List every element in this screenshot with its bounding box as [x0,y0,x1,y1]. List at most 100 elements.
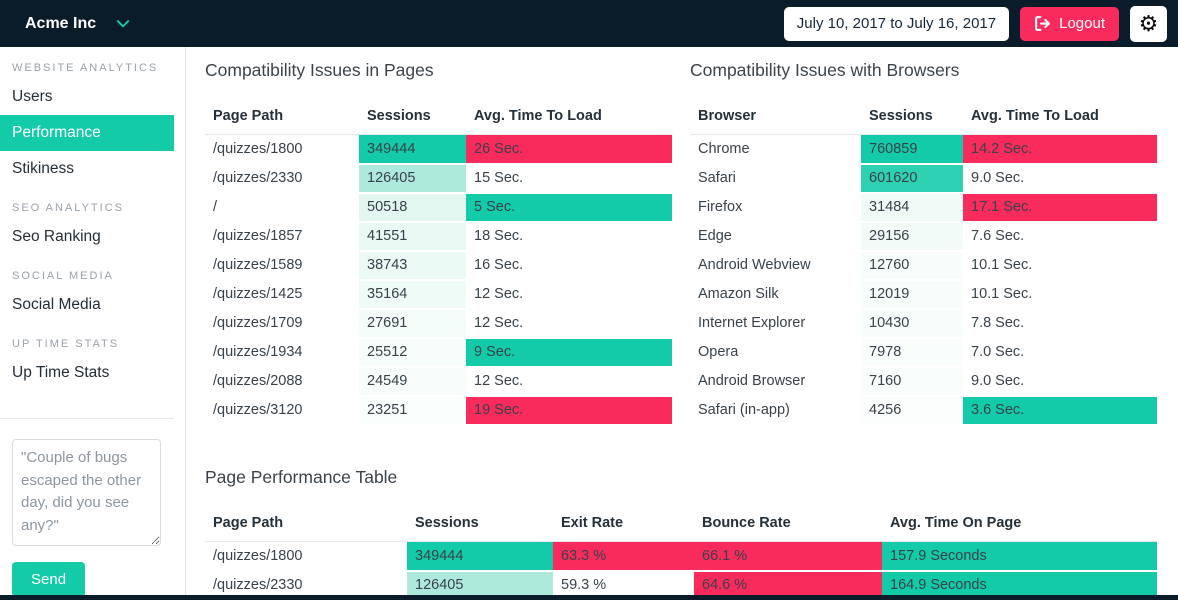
table-cell: 12 Sec. [466,308,672,339]
chevron-down-icon [116,19,130,29]
table-cell: 126405 [407,570,553,595]
table-cell: 7978 [861,337,963,368]
table-row: Chrome 760859 14.2 Sec. [690,134,1157,165]
table-row: Firefox 31484 17.1 Sec. [690,192,1157,223]
table-cell: 4256 [861,395,963,426]
column-header: Bounce Rate [694,509,882,542]
logout-icon [1034,15,1051,32]
table-header-row: Browser Sessions Avg. Time To Load [690,102,1157,135]
table-cell: 164.9 Seconds [882,570,1157,595]
bottom-bar [0,595,1178,600]
table-cell: / [205,192,359,223]
table-cell: 9 Sec. [466,337,672,368]
table-row: Android Browser 7160 9.0 Sec. [690,366,1157,397]
table-cell: 157.9 Seconds [882,541,1157,572]
table-cell: 31484 [861,192,963,223]
topbar-actions: July 10, 2017 to July 16, 2017 Logout ⚙ [783,5,1167,42]
table-cell: 27691 [359,308,466,339]
column-header: Sessions [407,509,553,542]
table-cell: 9.0 Sec. [963,366,1157,397]
section-title-browsers: Compatibility Issues with Browsers [690,60,960,80]
table-row: Internet Explorer 10430 7.8 Sec. [690,308,1157,339]
table-cell: 17.1 Sec. [963,192,1157,223]
table-cell: 10.1 Sec. [963,250,1157,281]
table-cell: 29156 [861,221,963,252]
table-row: /quizzes/1425 35164 12 Sec. [205,279,672,310]
table-row: Amazon Silk 12019 10.1 Sec. [690,279,1157,310]
date-range-input[interactable]: July 10, 2017 to July 16, 2017 [783,6,1010,41]
table-row: /quizzes/2330 126405 15 Sec. [205,163,672,194]
table-cell: 349444 [407,541,553,572]
table-cell: 25512 [359,337,466,368]
column-header: Sessions [861,102,963,135]
table-cell: Safari (in-app) [690,395,861,426]
table-cell: Amazon Silk [690,279,861,310]
page-performance-table: Page Path Sessions Exit Rate Bounce Rate Avg… [205,509,1157,595]
table-cell: 10430 [861,308,963,339]
table-row: /quizzes/1800 349444 63.3 % 66.1 % 157.9 Sec… [205,541,1157,572]
pages-compatibility-table: Page Path Sessions Avg. Time To Load/quizz… [205,102,672,426]
table-cell: 126405 [359,163,466,194]
table-cell: /quizzes/1934 [205,337,359,368]
sidebar-item-users[interactable]: Users [12,88,53,105]
table-cell: 41551 [359,221,466,252]
feedback-box: Send [0,419,185,595]
column-header: Avg. Time To Load [466,102,672,135]
table-cell: 9.0 Sec. [963,163,1157,194]
table-row: /quizzes/2088 24549 12 Sec. [205,366,672,397]
table-cell: 26 Sec. [466,134,672,165]
table-cell: 15 Sec. [466,163,672,194]
table-cell: /quizzes/2330 [205,570,407,595]
table-row: Edge 29156 7.6 Sec. [690,221,1157,252]
sidebar-item-seo-ranking[interactable]: Seo Ranking [12,228,101,245]
table-cell: Opera [690,337,861,368]
send-button[interactable]: Send [12,562,86,595]
table-row: /quizzes/1709 27691 12 Sec. [205,308,672,339]
section-title-performance: Page Performance Table [205,467,398,487]
table-cell: 63.3 % [553,541,694,572]
sidebar-item-stikiness[interactable]: Stikiness [12,160,75,177]
column-header: Avg. Time On Page [882,509,1157,542]
table-cell: /quizzes/2088 [205,366,359,397]
page-performance-section: Page Performance Table Page Path Sessions… [205,467,1157,595]
sidebar-item-social-media[interactable]: Social Media [12,296,101,313]
column-header: Browser [690,102,861,135]
table-cell: Chrome [690,134,861,165]
logout-label: Logout [1059,15,1105,32]
table-cell: 7.6 Sec. [963,221,1157,252]
sidebar-item-up-time-stats[interactable]: Up Time Stats [12,364,110,381]
table-cell: 7.0 Sec. [963,337,1157,368]
sidebar-item-performance[interactable]: Performance [0,115,174,151]
table-cell: 3.6 Sec. [963,395,1157,426]
settings-button[interactable]: ⚙ [1130,5,1167,42]
table-cell: 5 Sec. [466,192,672,223]
company-menu[interactable]: Acme Inc [25,15,130,33]
pages-compatibility-section: Compatibility Issues in Pages Page Path S… [205,60,672,426]
top-bar: Acme Inc July 10, 2017 to July 16, 2017 … [0,0,1178,47]
table-cell: 12 Sec. [466,366,672,397]
table-row: /quizzes/1857 41551 18 Sec. [205,221,672,252]
sidebar-section-header: SEO ANALYTICS [12,202,124,214]
table-row: Safari (in-app) 4256 3.6 Sec. [690,395,1157,426]
table-cell: Android Browser [690,366,861,397]
gear-icon: ⚙ [1138,10,1159,36]
table-row: Opera 7978 7.0 Sec. [690,337,1157,368]
table-cell: 10.1 Sec. [963,279,1157,310]
table-row: /quizzes/1589 38743 16 Sec. [205,250,672,281]
column-header: Avg. Time To Load [963,102,1157,135]
table-cell: 66.1 % [694,541,882,572]
browsers-compatibility-table: Browser Sessions Avg. Time To Load Chrome 76… [690,102,1157,426]
feedback-textarea[interactable] [12,439,161,546]
table-cell: 16 Sec. [466,250,672,281]
table-cell: 18 Sec. [466,221,672,252]
table-header-row: Page Path Sessions Exit Rate Bounce Rate Avg… [205,509,1157,542]
logout-button[interactable]: Logout [1020,6,1119,41]
table-cell: 12 Sec. [466,279,672,310]
table-cell: 23251 [359,395,466,426]
table-row: /quizzes/3120 23251 19 Sec. [205,395,672,426]
table-cell: 14.2 Sec. [963,134,1157,165]
table-cell: 7160 [861,366,963,397]
table-cell: /quizzes/1425 [205,279,359,310]
sidebar-section-header: UP TIME STATS [12,338,120,350]
table-cell: 59.3 % [553,570,694,595]
